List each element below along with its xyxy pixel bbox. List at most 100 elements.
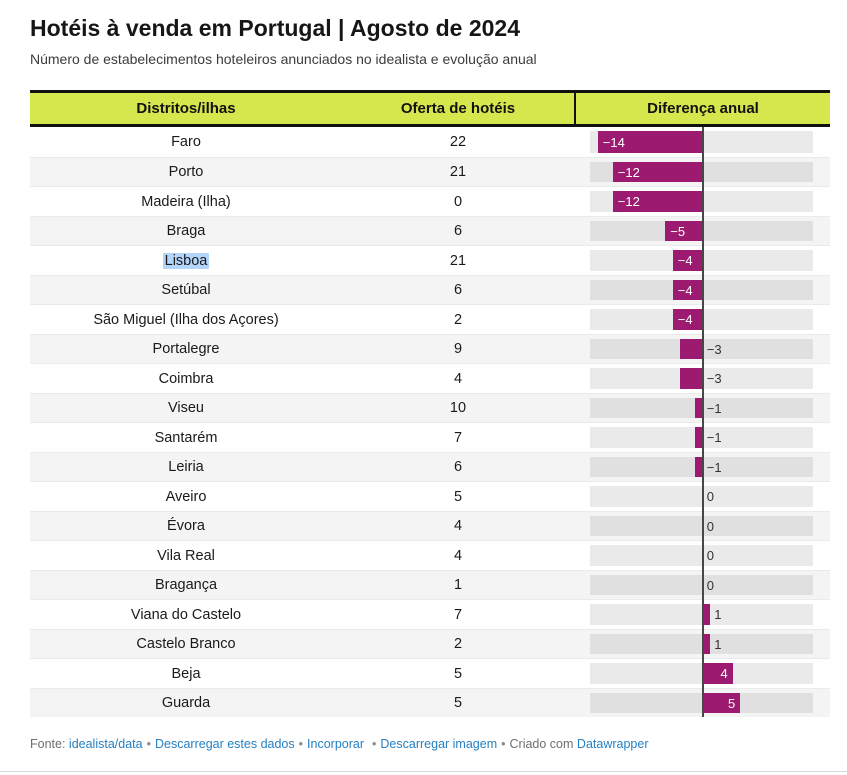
district-label: Faro: [171, 134, 201, 151]
diff-bar-track: −1: [590, 456, 813, 478]
district-cell: Madeira (Ilha): [30, 187, 342, 216]
district-label: Porto: [168, 164, 204, 181]
district-cell: Braga: [30, 217, 342, 246]
offer-cell: 7: [453, 429, 463, 446]
footer-separator: •: [372, 737, 377, 752]
diff-cell: 4: [574, 659, 830, 688]
source-link[interactable]: idealista/data: [68, 737, 143, 752]
diff-bar-track: −3: [590, 338, 813, 360]
district-label: Setúbal: [161, 282, 211, 299]
table-row: Guarda 5 5: [30, 687, 830, 718]
table-row: Beja 5 4: [30, 658, 830, 688]
table-row: Leiria 6 −1: [30, 451, 830, 482]
table-row: Porto 21 −12: [30, 156, 830, 187]
diff-bar-label: 1: [714, 607, 722, 623]
diff-cell: 0: [574, 541, 830, 570]
diff-cell: −4: [574, 305, 830, 334]
diff-bar: [702, 663, 733, 684]
diff-bar-track: 0: [590, 574, 813, 596]
datawrapper-link[interactable]: Datawrapper: [576, 737, 649, 752]
diff-bar-label: −1: [706, 459, 722, 475]
diff-bar: [702, 692, 741, 714]
diff-cell: 5: [574, 689, 830, 718]
diff-cell: 0: [574, 482, 830, 511]
district-label: Portalegre: [152, 341, 220, 358]
table-row: Coimbra 4 −3: [30, 363, 830, 393]
diff-bar-label: −12: [617, 194, 640, 210]
district-label: Vila Real: [157, 547, 215, 564]
diff-bar: [665, 220, 703, 242]
table-row: Vila Real 4 0: [30, 540, 830, 570]
diff-bar-label: −12: [617, 164, 640, 180]
district-cell: Aveiro: [30, 482, 342, 511]
diff-bar-track: −14: [590, 131, 813, 153]
download-data-link[interactable]: Descarregar estes dados: [154, 737, 295, 752]
diff-bar-label: −4: [677, 253, 693, 269]
table-row: Setúbal 6 −4: [30, 274, 830, 305]
diff-bar-label: 0: [706, 518, 714, 534]
footer: Fonte: idealista/data • Descarregar estes …: [30, 737, 830, 751]
diff-bar-track: −1: [590, 397, 813, 419]
diff-bar-track: 0: [590, 515, 813, 537]
diff-bar-track: 4: [590, 663, 813, 684]
district-cell: São Miguel (Ilha dos Açores): [30, 305, 342, 334]
district-label: Aveiro: [165, 488, 207, 505]
diff-cell: −4: [574, 276, 830, 305]
download-image-link[interactable]: Descarregar imagem: [380, 737, 498, 752]
diff-bar-label: −5: [670, 223, 686, 239]
diff-bar: [597, 131, 703, 153]
embed-link[interactable]: Incorporar: [307, 737, 365, 752]
diff-bar-track: 1: [590, 604, 813, 625]
offer-cell: 4: [453, 518, 463, 535]
diff-bar-track: 1: [590, 633, 813, 655]
diff-cell: −1: [574, 453, 830, 482]
offer-cell: 5: [453, 488, 463, 505]
table-row: São Miguel (Ilha dos Açores) 2 −4: [30, 304, 830, 334]
offer-cell: 5: [453, 665, 463, 682]
footer-separator: •: [146, 737, 151, 752]
district-label: Bragança: [154, 577, 218, 594]
offer-cell: 21: [449, 164, 467, 181]
diff-bar-track: −1: [590, 427, 813, 448]
diff-bar-track: 0: [590, 486, 813, 507]
offer-cell: 21: [449, 252, 467, 269]
diff-bar-track: −4: [590, 279, 813, 301]
offer-cell: 10: [449, 400, 467, 417]
diff-cell: −1: [574, 423, 830, 452]
diff-cell: −3: [574, 335, 830, 364]
diff-bar: [702, 604, 711, 625]
credit-text: Criado com: [509, 737, 574, 752]
offer-cell: 4: [453, 547, 463, 564]
table-row: Viseu 10 −1: [30, 392, 830, 423]
district-cell: Évora: [30, 512, 342, 541]
district-label: Castelo Branco: [136, 636, 236, 653]
table-row: Lisboa 21 −4: [30, 245, 830, 275]
diff-bar-track: 0: [590, 545, 813, 566]
district-cell: Santarém: [30, 423, 342, 452]
diff-bar-label: −4: [677, 282, 693, 298]
offer-cell: 6: [453, 223, 463, 240]
district-cell: Porto: [30, 158, 342, 187]
district-cell: Lisboa: [30, 246, 342, 275]
district-label: Guarda: [161, 695, 211, 712]
column-header-districts: Distritos/ilhas: [136, 100, 236, 118]
hotels-table: Distritos/ilhas Oferta de hotéis Diferen…: [30, 90, 830, 718]
district-cell: Guarda: [30, 689, 342, 718]
diff-cell: 0: [574, 512, 830, 541]
offer-cell: 0: [453, 193, 463, 210]
diff-cell: 1: [574, 630, 830, 659]
diff-bar: [672, 279, 703, 301]
column-header-diff: Diferença anual: [574, 93, 830, 125]
district-cell: Bragança: [30, 571, 342, 600]
diff-bar-track: −12: [590, 191, 813, 212]
diff-cell: −1: [574, 394, 830, 423]
source-label: Fonte:: [30, 737, 66, 752]
district-label: Madeira (Ilha): [141, 193, 231, 210]
table-row: Viana do Castelo 7 1: [30, 599, 830, 629]
table-header-row: Distritos/ilhas Oferta de hotéis Diferen…: [30, 90, 830, 128]
district-label: Coimbra: [158, 370, 214, 387]
diff-bar: [695, 427, 703, 448]
district-cell: Vila Real: [30, 541, 342, 570]
diff-cell: 1: [574, 600, 830, 629]
chart-subtitle: Número de estabelecimentos hoteleiros an…: [30, 51, 537, 68]
